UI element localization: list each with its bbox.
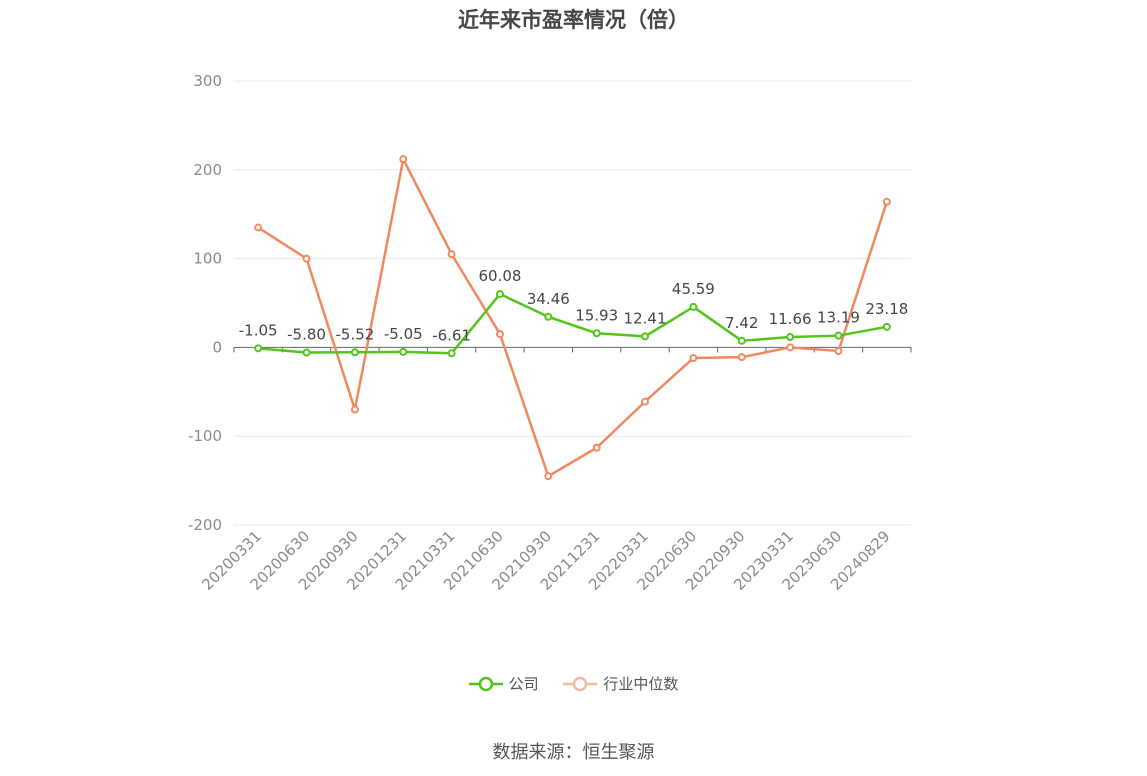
company-data-label: 60.08: [478, 267, 521, 285]
company-point: [350, 348, 359, 357]
company-data-label: -5.80: [287, 326, 326, 344]
company-point: [834, 331, 843, 340]
industry-point: [495, 330, 504, 339]
company-point: [737, 336, 746, 345]
data-source: 数据来源：恒生聚源: [492, 742, 655, 763]
y-axis-ticks: 300 200 100 0 -100 -200: [188, 72, 222, 534]
company-point: [786, 333, 795, 342]
industry-point: [447, 250, 456, 259]
company-point: [254, 344, 263, 353]
y-tick-label: -100: [188, 427, 222, 445]
industry-point: [737, 353, 746, 362]
company-point: [592, 329, 601, 338]
legend: 公司 行业中位数: [0, 673, 1147, 696]
company-data-label: 7.42: [725, 314, 758, 332]
company-point: [689, 302, 698, 311]
industry-point: [302, 254, 311, 263]
legend-item-company[interactable]: 公司: [468, 673, 539, 694]
company-data-label: -1.05: [239, 321, 278, 339]
company-point: [544, 312, 553, 321]
y-tick-label: 100: [193, 250, 222, 268]
y-tick-label: -200: [188, 516, 222, 534]
company-data-label: -5.05: [384, 325, 423, 343]
grid-lines: [234, 80, 911, 526]
company-point: [495, 290, 504, 299]
x-axis: 2020033120200630202009302020123120210331…: [198, 346, 912, 594]
company-data-label: -5.52: [335, 325, 374, 343]
y-tick-label: 200: [193, 161, 222, 179]
industry-point: [399, 155, 408, 164]
company-data-label: 15.93: [575, 306, 618, 324]
company-data-label: -6.61: [432, 326, 471, 344]
legend-industry-label: 行业中位数: [603, 675, 679, 693]
company-point: [641, 332, 650, 341]
y-tick-label: 300: [193, 72, 222, 90]
company-point: [302, 348, 311, 357]
industry-point: [254, 223, 263, 232]
legend-item-industry[interactable]: 行业中位数: [563, 673, 678, 694]
y-tick-label: 0: [212, 338, 222, 356]
legend-company-label: 公司: [508, 675, 539, 693]
company-data-label: 12.41: [624, 309, 667, 327]
company-point: [882, 322, 891, 331]
industry-point: [882, 197, 891, 206]
company-data-label: 23.18: [865, 300, 908, 318]
company-data-label: 45.59: [672, 280, 715, 298]
data-labels: -1.05 -5.80 -5.52 -5.05 -6.61 60.08 34.46 15.93…: [239, 267, 909, 344]
industry-line: [257, 157, 889, 478]
industry-point: [641, 397, 650, 406]
company-line: [258, 292, 888, 355]
series-lines: [257, 157, 889, 478]
company-data-label: 11.66: [769, 310, 812, 328]
industry-point: [350, 405, 359, 414]
series-points: [254, 155, 891, 481]
company-point: [399, 347, 408, 356]
company-point: [447, 349, 456, 358]
industry-point: [592, 443, 601, 452]
legend-industry-marker-icon: [563, 676, 598, 691]
legend-company-marker-icon: [468, 676, 503, 691]
industry-point: [834, 346, 843, 355]
industry-point: [786, 343, 795, 352]
chart-title: 近年来市盈率情况（倍）: [458, 8, 689, 32]
line-chart: 300 200 100 0 -100 -200 202003312020063020200…: [188, 72, 912, 594]
industry-point: [689, 354, 698, 363]
company-data-label: 34.46: [527, 290, 570, 308]
industry-point: [544, 472, 553, 481]
company-data-label: 13.19: [817, 309, 860, 327]
